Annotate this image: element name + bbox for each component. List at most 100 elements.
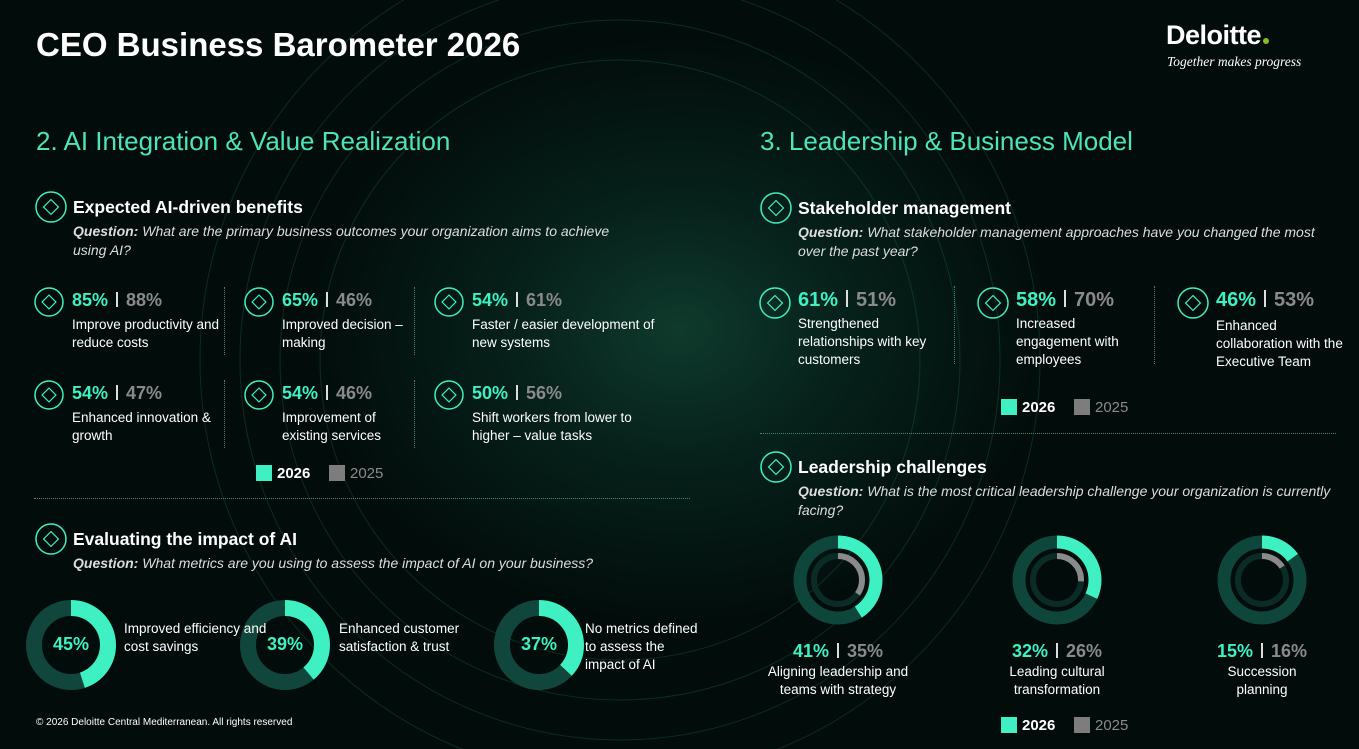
question-text: What are the primary business outcomes y…	[73, 223, 610, 258]
icon	[35, 191, 67, 223]
stat: 32% 26%	[977, 641, 1137, 662]
icon	[244, 287, 274, 317]
stat: 50% 56%	[472, 383, 562, 404]
donut-arc	[1217, 535, 1307, 625]
stat-previous: 47%	[126, 383, 163, 403]
column-rule	[954, 286, 955, 364]
stat-current: 61%	[798, 289, 839, 311]
donut-arc	[793, 535, 883, 625]
donut-arc	[240, 600, 330, 690]
icon	[977, 287, 1009, 319]
question: Question: What is the most critical lead…	[798, 482, 1338, 520]
donut-arc	[26, 600, 116, 690]
stat-current: 15%	[1216, 641, 1253, 661]
question-text: What is the most critical leadership cha…	[798, 483, 1331, 518]
stat-current: 50%	[472, 383, 509, 403]
donut-label: Aligning leadership and teams with strat…	[767, 664, 909, 697]
icon	[434, 287, 464, 317]
icon-glyph	[441, 387, 457, 403]
stat-previous: 35%	[847, 641, 884, 661]
stat-current: 54%	[282, 383, 319, 403]
separator	[516, 291, 519, 307]
donut-label: Enhanced customer satisfaction & trust	[339, 621, 460, 654]
stat-previous: 53%	[1274, 289, 1315, 311]
icon	[434, 380, 464, 410]
separator	[837, 642, 839, 658]
brand-name: Deloitte	[1166, 20, 1262, 50]
stat-previous: 26%	[1066, 641, 1103, 661]
separator	[326, 291, 329, 307]
icon-glyph	[41, 387, 57, 403]
stat: 15% 16%	[1182, 641, 1342, 662]
page-title: CEO Business Barometer 2026	[36, 26, 521, 63]
stat-current: 32%	[1011, 641, 1048, 661]
icon	[760, 192, 792, 224]
donut-arc	[811, 553, 865, 607]
column-rule	[224, 287, 225, 355]
divider	[760, 433, 1336, 434]
donut-label: No metrics defined to assess the impact …	[585, 621, 698, 672]
question-text: What stakeholder management approaches h…	[798, 224, 1315, 259]
donut-arc	[1235, 553, 1289, 607]
separator	[846, 290, 849, 307]
stat: 54% 47%	[72, 383, 162, 404]
legend-label: 2025	[1095, 399, 1129, 416]
icon	[244, 380, 274, 410]
legend-swatch	[1001, 399, 1017, 415]
icon	[35, 523, 67, 555]
separator	[1264, 290, 1267, 307]
block-heading: Stakeholder management	[798, 198, 1011, 218]
stat-previous: 46%	[336, 383, 373, 403]
stat-previous: 51%	[856, 289, 897, 311]
item-label: Increased engagement with employees	[1016, 316, 1119, 367]
donut-label: Improved efficiency and cost savings	[124, 621, 267, 654]
question-label: Question:	[73, 555, 139, 571]
donut-arc	[1012, 535, 1102, 625]
item-label: Improve productivity and reduce costs	[72, 317, 220, 350]
question: Question: What are the primary business …	[73, 222, 613, 260]
stat-current: 58%	[1016, 289, 1057, 311]
separator	[516, 384, 519, 400]
stat-current: 46%	[1216, 289, 1257, 311]
icon	[759, 287, 791, 319]
donut-arc	[1030, 553, 1084, 607]
icon-glyph	[251, 294, 267, 310]
legend-swatch	[1074, 717, 1090, 733]
legend-swatch	[256, 465, 272, 481]
stat-current: 54%	[472, 290, 509, 310]
stat: 46% 53%	[1216, 289, 1314, 312]
legend-label: 2026	[1022, 717, 1056, 734]
donut-value: 45%	[52, 634, 90, 654]
icon	[1177, 287, 1209, 319]
item-label: Enhanced innovation & growth	[72, 410, 211, 443]
legend-swatch	[1001, 717, 1017, 733]
legend-label: 2025	[1095, 717, 1129, 734]
block-heading: Evaluating the impact of AI	[73, 529, 297, 549]
block-heading: Leadership challenges	[798, 457, 987, 477]
column-rule	[414, 380, 415, 448]
question-text: What metrics are you using to assess the…	[142, 555, 594, 571]
column-rule	[224, 380, 225, 448]
item-label: Enhanced collaboration with the Executiv…	[1216, 318, 1343, 369]
stat-previous: 88%	[126, 290, 163, 310]
section-title: 2. AI Integration & Value Realization	[36, 126, 451, 156]
legend-label: 2026	[277, 465, 311, 482]
separator	[1056, 642, 1058, 658]
icon	[34, 380, 64, 410]
stat-previous: 70%	[1074, 289, 1115, 311]
stat-current: 65%	[282, 290, 319, 310]
stat: 54% 61%	[472, 290, 562, 311]
question: Question: What stakeholder management ap…	[798, 223, 1338, 261]
item-label: Shift workers from lower to higher – val…	[472, 410, 632, 443]
icon-glyph	[41, 294, 57, 310]
item-label: Strengthened relationships with key cust…	[798, 316, 927, 367]
stat: 41% 35%	[758, 641, 918, 662]
legend-swatch	[1074, 399, 1090, 415]
section-title: 3. Leadership & Business Model	[760, 126, 1133, 156]
item-label: Faster / easier development of new syste…	[472, 317, 655, 350]
separator	[116, 291, 119, 307]
donut-value: 37%	[520, 634, 558, 654]
donut-arc	[494, 600, 584, 690]
block-heading: Expected AI-driven benefits	[73, 197, 303, 217]
